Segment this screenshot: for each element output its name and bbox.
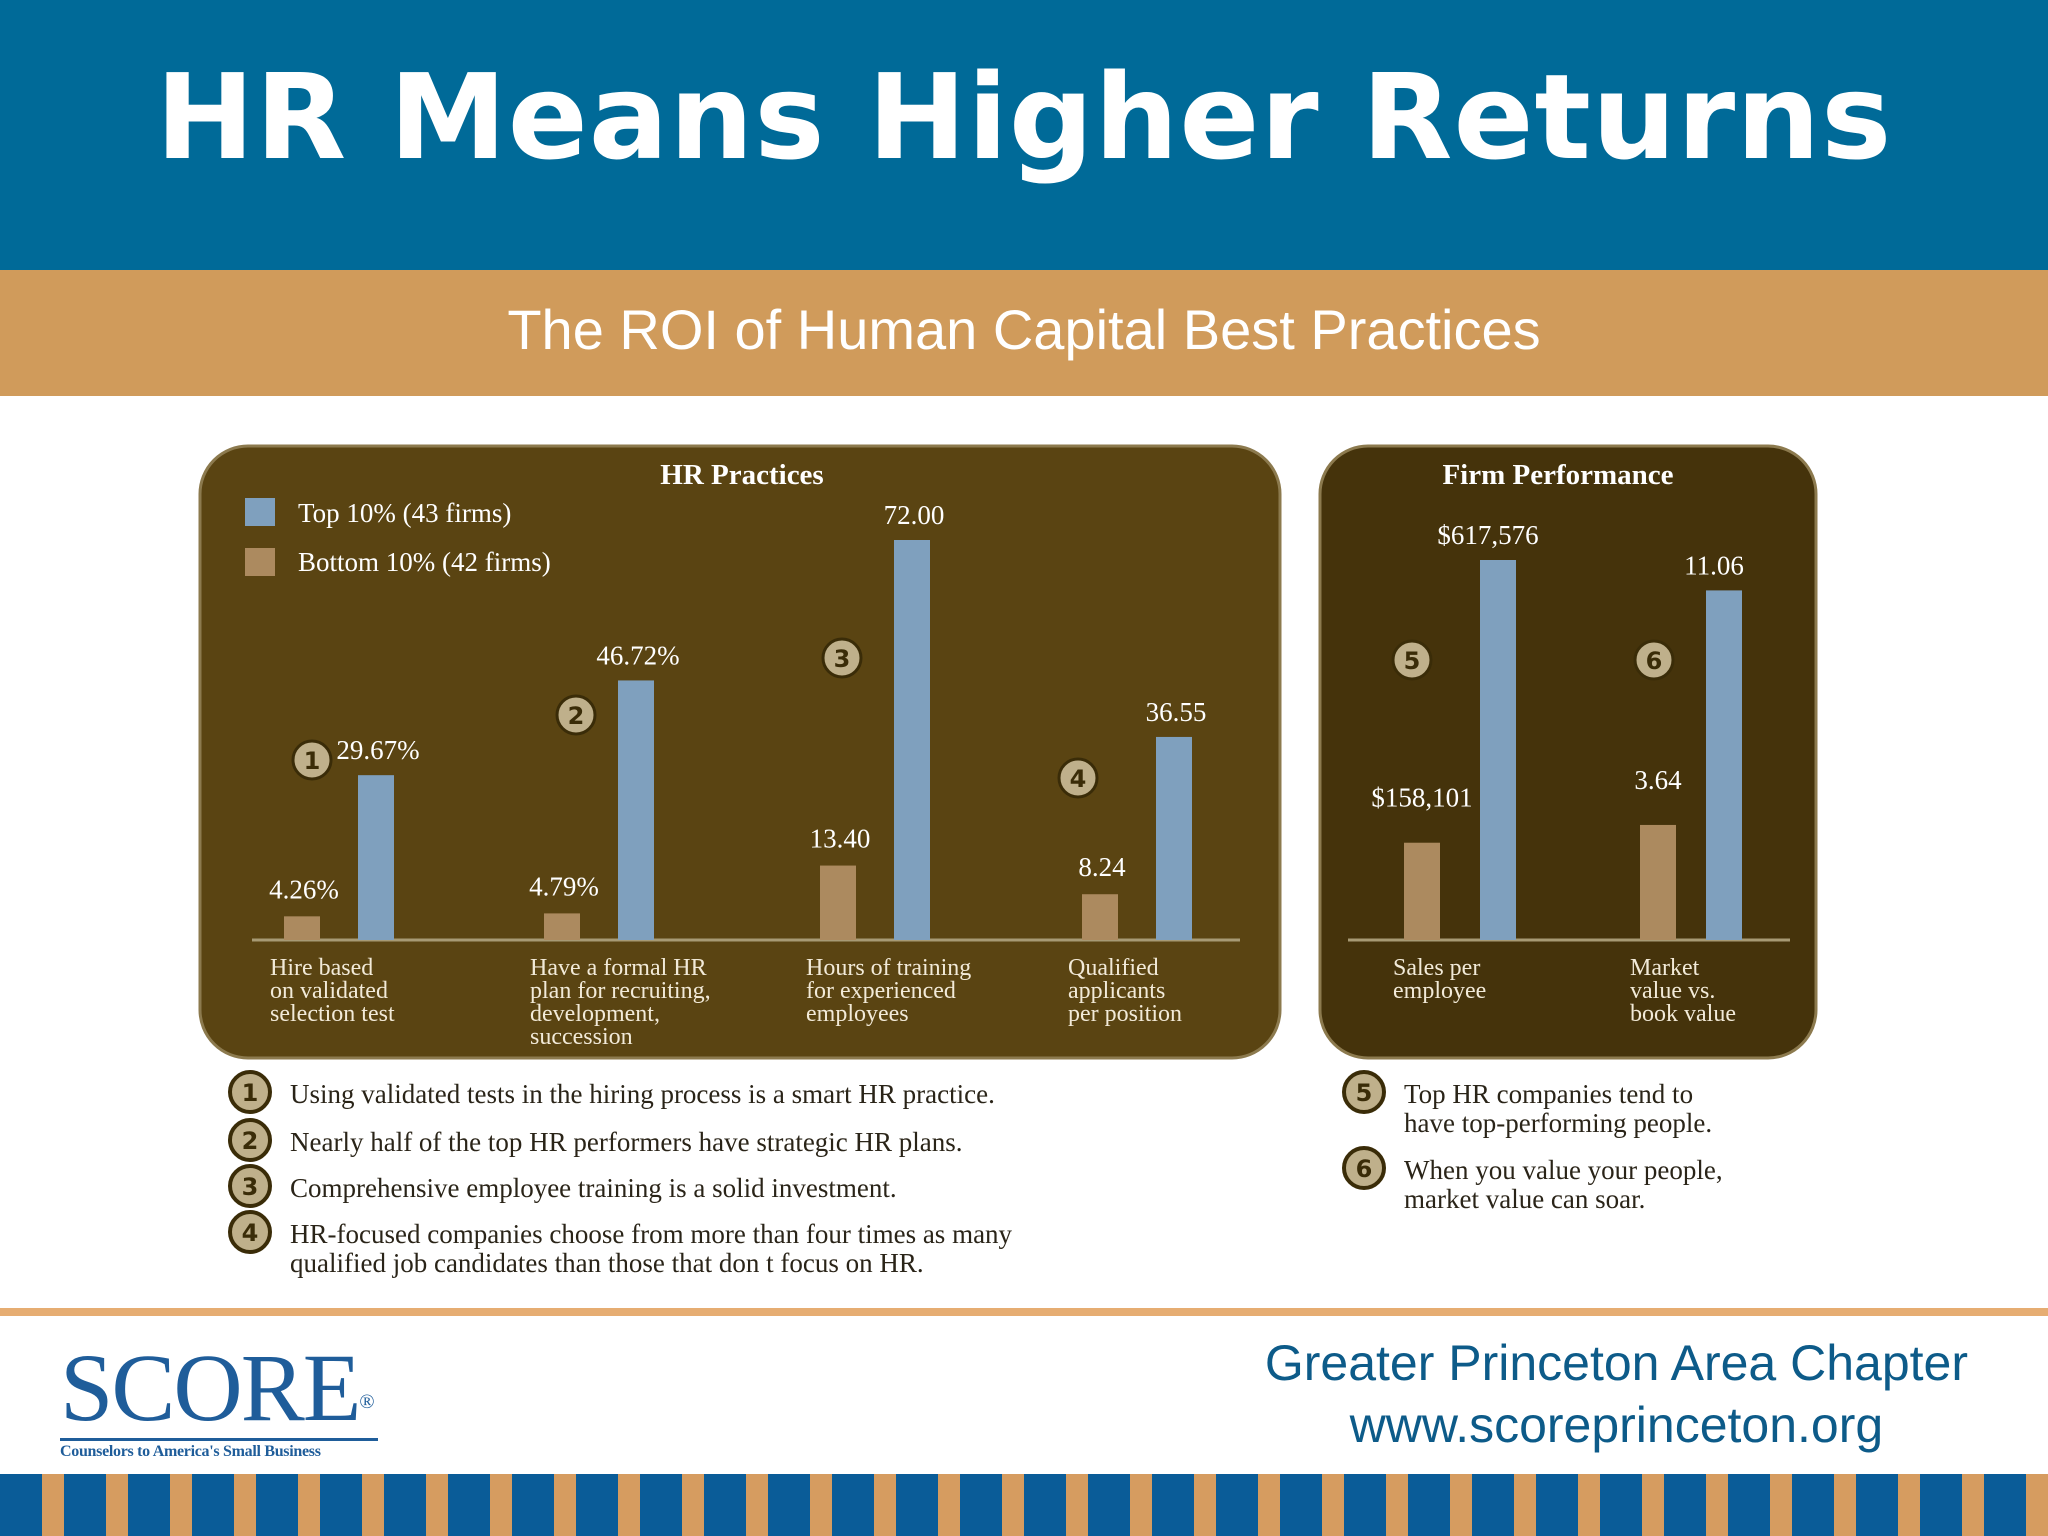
firm-bar-top-label-1: $617,576 (1437, 520, 1538, 550)
hr-practices-panel (198, 444, 1282, 1060)
note-marker-5-number: 5 (1356, 1079, 1373, 1107)
footer-rule (0, 1308, 2048, 1316)
marker-5-circle (1391, 639, 1433, 681)
note-4-line-2: qualified job candidates than those that… (290, 1248, 924, 1278)
legend-top-swatch (245, 498, 275, 526)
legend-bottom-swatch (245, 548, 275, 576)
note-marker-3-circle (228, 1164, 272, 1208)
firm-category-label-1-line-2: employee (1393, 978, 1486, 1004)
category-label-3-line-3: employees (806, 1001, 909, 1027)
category-label-1-line-3: selection test (270, 1001, 395, 1027)
slide-title: HR Means Higher Returns (155, 48, 1893, 186)
firm-bar-bottom-label-1: $158,101 (1371, 783, 1472, 813)
bar-top-label-1: 29.67% (336, 735, 419, 765)
header-band (0, 0, 2048, 270)
marker-4-circle (1057, 757, 1099, 799)
note-6-line-2: market value can soar. (1404, 1184, 1645, 1214)
note-marker-3-number: 3 (242, 1173, 259, 1201)
marker-3-circle (821, 637, 863, 679)
category-label-4-line-2: applicants (1068, 978, 1165, 1004)
note-4-line-1: HR-focused companies choose from more th… (290, 1219, 1013, 1249)
note-3-line-1: Comprehensive employee training is a sol… (290, 1173, 897, 1203)
note-marker-2-circle (228, 1118, 272, 1162)
category-label-2-line-3: development, (530, 1001, 660, 1027)
note-marker-2-number: 2 (242, 1127, 259, 1155)
note-marker-6-circle (1342, 1146, 1386, 1190)
category-label-1-line-1: Hire based (270, 955, 373, 981)
note-marker-1-circle (228, 1070, 272, 1114)
infographic-chart: HR Practices Firm Performance Top 10% (43 … (198, 444, 1818, 1278)
legend-top-label: Top 10% (43 firms) (298, 498, 511, 528)
bar-top-label-4: 36.55 (1146, 697, 1207, 727)
note-marker-4-circle (228, 1210, 272, 1254)
firm-bar-top-label-2: 11.06 (1684, 550, 1744, 580)
slide-subtitle: The ROI of Human Capital Best Practices (507, 298, 1541, 361)
chapter-info: Greater Princeton Area Chapter www.score… (1265, 1332, 1968, 1456)
logo-registered-mark: ® (359, 1391, 374, 1413)
firm-category-label-1-line-1: Sales per (1393, 955, 1480, 981)
bar-bottom-label-3: 13.40 (810, 824, 871, 854)
bar-bottom-4 (1082, 894, 1118, 940)
marker-6-circle (1633, 639, 1675, 681)
category-label-4-line-3: per position (1068, 1001, 1182, 1027)
category-label-3-line-2: for experienced (806, 978, 956, 1004)
subtitle-band (0, 270, 2048, 396)
bar-bottom-3 (820, 865, 856, 940)
note-5-line-1: Top HR companies tend to (1404, 1079, 1693, 1109)
firm-category-label-2-line-2: value vs. (1630, 978, 1715, 1004)
marker-2-circle (555, 694, 597, 736)
logo-underline (60, 1438, 378, 1441)
firm-performance-title: Firm Performance (1442, 459, 1673, 491)
marker-3-number: 3 (834, 645, 851, 673)
category-label-1-line-2: on validated (270, 978, 388, 1004)
bar-top-label-2: 46.72% (596, 640, 679, 670)
note-5-line-2: have top-performing people. (1404, 1108, 1712, 1138)
score-logo: SCORE® Counselors to America's Small Bus… (60, 1340, 400, 1460)
category-label-4-line-1: Qualified (1068, 955, 1159, 981)
bar-top-2 (618, 680, 654, 940)
bar-bottom-2 (544, 913, 580, 940)
chapter-url: www.scoreprinceton.org (1349, 1397, 1884, 1453)
footer-stripes (0, 1474, 2048, 1536)
category-label-2-line-4: succession (530, 1024, 633, 1050)
marker-5-number: 5 (1404, 647, 1421, 675)
note-marker-6-number: 6 (1356, 1155, 1373, 1183)
note-marker-5-circle (1342, 1070, 1386, 1114)
bar-bottom-label-2: 4.79% (529, 871, 599, 901)
bar-top-label-3: 72.00 (884, 500, 945, 530)
bar-top-1 (358, 775, 394, 940)
bar-bottom-1 (284, 916, 320, 940)
logo-wordmark: SCORE (60, 1334, 361, 1441)
bar-top-4 (1156, 736, 1192, 940)
firm-bar-bottom-1 (1404, 842, 1440, 940)
firm-bar-top-2 (1706, 590, 1742, 940)
note-marker-4-number: 4 (242, 1219, 259, 1247)
bar-top-3 (894, 540, 930, 940)
note-2-line-1: Nearly half of the top HR performers hav… (290, 1127, 963, 1157)
marker-4-number: 4 (1070, 765, 1087, 793)
category-label-3-line-1: Hours of training (806, 955, 971, 981)
hr-practices-title: HR Practices (660, 459, 823, 491)
marker-1-number: 1 (304, 747, 321, 775)
chapter-name: Greater Princeton Area Chapter (1264, 1335, 1968, 1391)
category-label-2-line-1: Have a formal HR (530, 955, 707, 981)
marker-2-number: 2 (568, 702, 585, 730)
marker-6-number: 6 (1646, 647, 1663, 675)
firm-bar-bottom-2 (1640, 824, 1676, 940)
note-6-line-1: When you value your people, (1404, 1155, 1723, 1185)
marker-1-circle (291, 739, 333, 781)
bar-bottom-label-4: 8.24 (1078, 852, 1126, 882)
note-marker-1-number: 1 (242, 1079, 259, 1107)
note-1-line-1: Using validated tests in the hiring proc… (290, 1079, 995, 1109)
logo-tagline: Counselors to America's Small Business (60, 1443, 321, 1460)
firm-bar-bottom-label-2: 3.64 (1634, 765, 1682, 795)
bar-bottom-label-1: 4.26% (269, 874, 339, 904)
firm-category-label-2-line-1: Market (1630, 955, 1700, 981)
category-label-2-line-2: plan for recruiting, (530, 978, 711, 1004)
firm-bar-top-1 (1480, 560, 1516, 940)
legend-bottom-label: Bottom 10% (42 firms) (298, 547, 551, 577)
firm-performance-panel (1318, 444, 1818, 1060)
firm-category-label-2-line-3: book value (1630, 1001, 1736, 1027)
